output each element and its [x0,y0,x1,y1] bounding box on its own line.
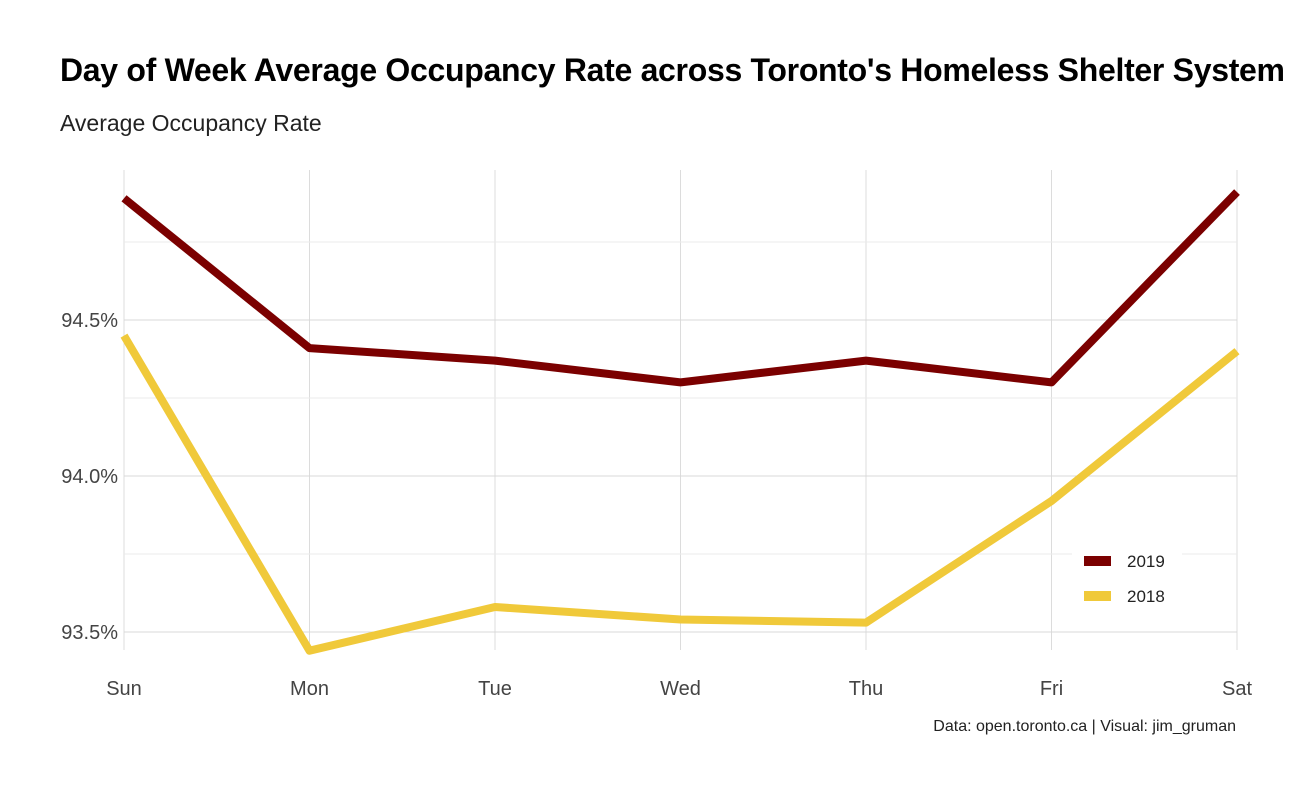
x-tick-label-mon: Mon [290,678,329,700]
y-tick-label: 93.5% [61,622,118,644]
y-tick-label: 94.0% [61,466,118,488]
x-tick-label-sun: Sun [106,678,142,700]
x-tick-label-fri: Fri [1040,678,1063,700]
y-tick-label: 94.5% [61,310,118,332]
grid-lines [123,170,1238,650]
legend-key-2018 [1084,591,1111,601]
legend-label-2018: 2018 [1127,587,1165,606]
chart-caption: Data: open.toronto.ca | Visual: jim_grum… [933,718,1236,735]
x-tick-label-sat: Sat [1222,678,1252,700]
series-lines [120,189,1240,655]
legend: 2019 2018 [1072,543,1182,615]
legend-box [1072,543,1182,615]
axis-labels: Sun Mon Tue Wed Thu Fri Sat 93.5% 94.0% 94.5% [61,310,1252,700]
chart-title: Day of Week Average Occupancy Rate acros… [60,52,1285,88]
legend-key-2019 [1084,556,1111,566]
legend-label-2019: 2019 [1127,552,1165,571]
x-tick-label-wed: Wed [660,678,701,700]
x-tick-label-thu: Thu [849,678,883,700]
chart-subtitle: Average Occupancy Rate [60,110,322,136]
x-tick-label-tue: Tue [478,678,512,700]
